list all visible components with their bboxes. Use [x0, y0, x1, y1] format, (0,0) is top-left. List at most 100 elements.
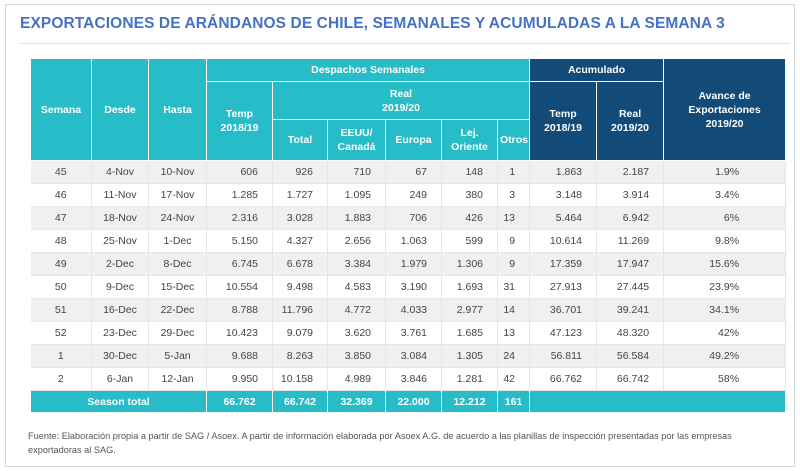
cell-lej: 1.693	[441, 275, 498, 299]
cell-europa: 706	[385, 206, 442, 230]
table-row: 50 9-Dec 15-Dec 10.554 9.498 4.583 3.190 1.693 3…	[30, 275, 787, 299]
cell-otros: 3	[497, 183, 531, 207]
cell-europa: 67	[385, 160, 442, 184]
cell-avance: 49.2%	[663, 344, 787, 368]
season-total-empty	[529, 390, 787, 413]
cell-semana: 2	[30, 367, 92, 391]
cell-otros: 42	[497, 367, 531, 391]
cell-acum-temp: 10.614	[529, 229, 598, 253]
cell-avance: 15.6%	[663, 252, 787, 276]
cell-acum-real: 6.942	[596, 206, 665, 230]
cell-avance: 34.1%	[663, 298, 787, 322]
cell-acum-real: 56.584	[596, 344, 665, 368]
cell-otros: 31	[497, 275, 531, 299]
header-acumulado: Acumulado	[529, 58, 665, 82]
table-row: 1 30-Dec 5-Jan 9.688 8.263 3.850 3.084 1.305 24 5…	[30, 344, 787, 368]
cell-lej: 1.685	[441, 321, 498, 345]
cell-lej: 2.977	[441, 298, 498, 322]
table-row: 48 25-Nov 1-Dec 5.150 4.327 2.656 1.063 599 9 10.…	[30, 229, 787, 253]
cell-temp: 1.285	[206, 183, 273, 207]
cell-lej: 599	[441, 229, 498, 253]
season-total-lej: 12.212	[441, 390, 498, 413]
title-divider	[20, 43, 790, 44]
cell-temp: 10.554	[206, 275, 273, 299]
header-semana: Semana	[30, 58, 92, 161]
source-note: Fuente: Elaboración propia a partir de S…	[28, 431, 732, 455]
header-total: Total	[272, 119, 328, 161]
cell-hasta: 22-Dec	[148, 298, 207, 322]
cell-otros: 14	[497, 298, 531, 322]
header-acum-temp: Temp 2018/19	[529, 81, 598, 161]
season-total-temp: 66.762	[206, 390, 273, 413]
cell-acum-temp: 1.863	[529, 160, 598, 184]
exports-table: Semana Desde Hasta Despachos Semanales A…	[30, 58, 787, 413]
cell-hasta: 8-Dec	[148, 252, 207, 276]
season-total-otros: 161	[496, 390, 531, 413]
cell-eeuu: 1.095	[327, 183, 386, 207]
cell-europa: 249	[385, 183, 442, 207]
cell-acum-temp: 3.148	[529, 183, 598, 207]
cell-eeuu: 3.620	[327, 321, 386, 345]
cell-desde: 2-Dec	[91, 252, 149, 276]
cell-eeuu: 4.989	[327, 367, 386, 391]
cell-eeuu: 2.656	[327, 229, 386, 253]
cell-lej: 380	[441, 183, 498, 207]
cell-acum-temp: 5.464	[529, 206, 598, 230]
cell-total: 3.028	[272, 206, 328, 230]
cell-total: 9.498	[272, 275, 328, 299]
cell-total: 1.727	[272, 183, 328, 207]
cell-acum-real: 39.241	[596, 298, 665, 322]
cell-total: 8.263	[272, 344, 328, 368]
cell-desde: 11-Nov	[91, 183, 149, 207]
cell-total: 9.079	[272, 321, 328, 345]
cell-total: 10.158	[272, 367, 328, 391]
table-row: 49 2-Dec 8-Dec 6.745 6.678 3.384 1.979 1.306 9 17…	[30, 252, 787, 276]
cell-hasta: 1-Dec	[148, 229, 207, 253]
cell-europa: 1.979	[385, 252, 442, 276]
cell-eeuu: 4.772	[327, 298, 386, 322]
cell-hasta: 15-Dec	[148, 275, 207, 299]
cell-otros: 9	[497, 252, 531, 276]
cell-semana: 46	[30, 183, 92, 207]
cell-temp: 10.423	[206, 321, 273, 345]
table-row: 46 11-Nov 17-Nov 1.285 1.727 1.095 249 380 3 3.14…	[30, 183, 787, 207]
header-europa: Europa	[385, 119, 442, 161]
cell-acum-real: 2.187	[596, 160, 665, 184]
table-row: 47 18-Nov 24-Nov 2.316 3.028 1.883 706 426 13 5.4…	[30, 206, 787, 230]
header-temp: Temp 2018/19	[206, 81, 273, 161]
cell-hasta: 10-Nov	[148, 160, 207, 184]
cell-temp: 8.788	[206, 298, 273, 322]
cell-eeuu: 3.850	[327, 344, 386, 368]
cell-total: 6.678	[272, 252, 328, 276]
cell-desde: 6-Jan	[91, 367, 149, 391]
report-title: EXPORTACIONES DE ARÁNDANOS DE CHILE, SEM…	[20, 15, 725, 32]
table-row: 2 6-Jan 12-Jan 9.950 10.158 4.989 3.846 1.281 42…	[30, 367, 787, 391]
cell-semana: 47	[30, 206, 92, 230]
cell-avance: 1.9%	[663, 160, 787, 184]
season-total-row: Season total 66.762 66.742 32.369 22.000…	[30, 390, 787, 413]
cell-eeuu: 4.583	[327, 275, 386, 299]
header-desde: Desde	[91, 58, 149, 161]
cell-desde: 30-Dec	[91, 344, 149, 368]
season-total-total: 66.742	[272, 390, 328, 413]
cell-temp: 9.950	[206, 367, 273, 391]
cell-total: 4.327	[272, 229, 328, 253]
cell-otros: 1	[497, 160, 531, 184]
cell-semana: 52	[30, 321, 92, 345]
cell-otros: 9	[497, 229, 531, 253]
cell-temp: 5.150	[206, 229, 273, 253]
cell-otros: 24	[497, 344, 531, 368]
cell-desde: 23-Dec	[91, 321, 149, 345]
cell-europa: 3.084	[385, 344, 442, 368]
cell-lej: 1.306	[441, 252, 498, 276]
cell-desde: 9-Dec	[91, 275, 149, 299]
cell-europa: 1.063	[385, 229, 442, 253]
cell-lej: 1.305	[441, 344, 498, 368]
cell-avance: 23.9%	[663, 275, 787, 299]
cell-acum-temp: 66.762	[529, 367, 598, 391]
cell-europa: 4.033	[385, 298, 442, 322]
cell-acum-real: 66.742	[596, 367, 665, 391]
cell-desde: 18-Nov	[91, 206, 149, 230]
header-avance: Avance de Exportaciones 2019/20	[663, 58, 787, 161]
header-despachos-semanales: Despachos Semanales	[205, 58, 531, 82]
